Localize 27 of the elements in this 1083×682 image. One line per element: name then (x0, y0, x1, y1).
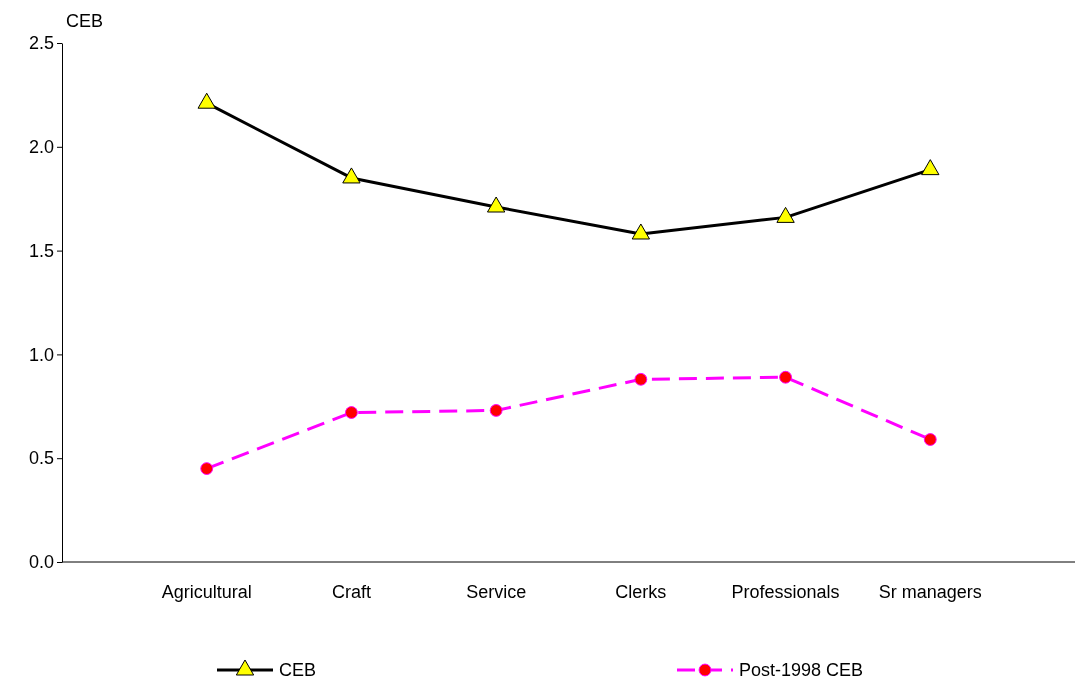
legend-label: Post-1998 CEB (739, 660, 864, 680)
point (923, 433, 937, 446)
x-tick-label: Sr managers (878, 582, 982, 602)
x-tick-label: Professionals (731, 582, 840, 602)
y-axis-title: CEB (66, 11, 104, 31)
x-tick-label: Craft (331, 582, 371, 602)
y-tick-label: 2.0 (28, 137, 54, 158)
y-tick-label: 0.0 (28, 552, 54, 573)
y-tick-label: 0.5 (28, 448, 54, 469)
point (486, 196, 506, 213)
point (779, 370, 792, 384)
point (345, 406, 358, 419)
point (631, 223, 651, 240)
point (776, 206, 795, 223)
x-tick-label: Clerks (615, 582, 667, 602)
y-tick-label: 1.0 (28, 344, 54, 365)
point (489, 404, 503, 417)
x-tick-label: Agricultural (161, 582, 252, 602)
point (197, 92, 216, 109)
x-tick-label: Service (466, 582, 527, 602)
legend-label: CEB (279, 660, 317, 680)
y-tick-label: 2.5 (28, 33, 54, 54)
point (921, 159, 940, 176)
point (342, 167, 361, 184)
point (200, 462, 214, 475)
y-tick-label: 1.5 (28, 240, 54, 261)
point (634, 372, 648, 386)
